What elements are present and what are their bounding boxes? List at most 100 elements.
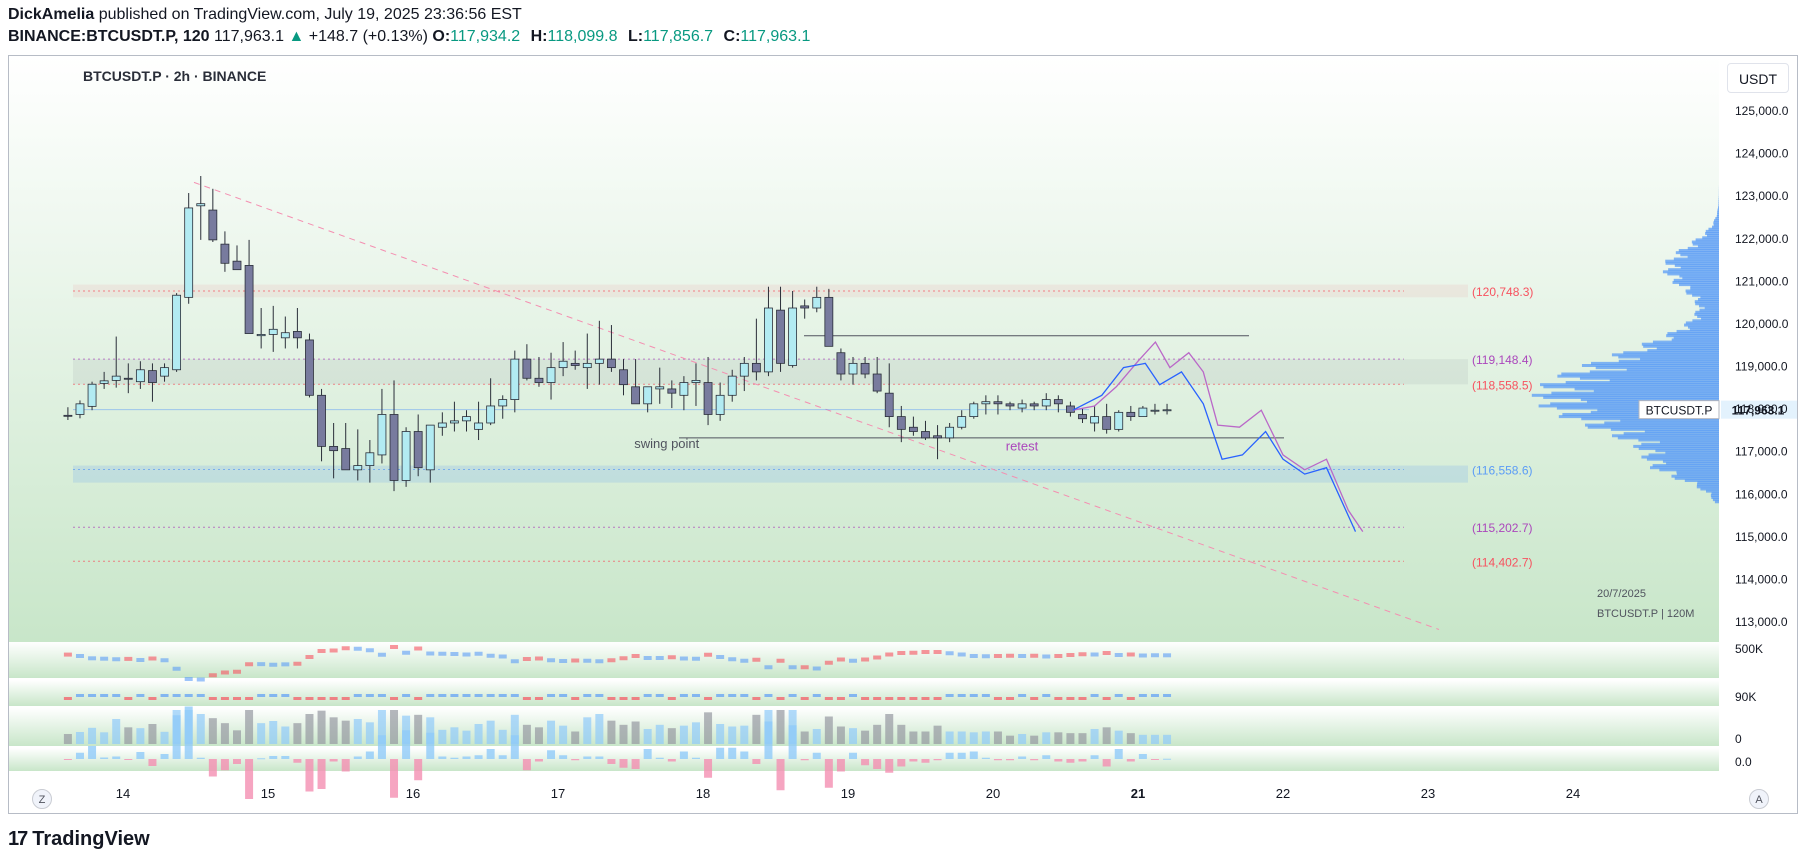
cvd-mark	[426, 651, 435, 656]
volume-bar	[208, 718, 217, 744]
delta-mark	[981, 694, 990, 697]
oscillator-bar	[691, 757, 700, 759]
profile-bar	[1618, 359, 1719, 363]
profile-bar	[1700, 295, 1719, 299]
volume-bar	[1102, 727, 1111, 744]
oscillator-bar	[728, 747, 737, 759]
cvd-mark	[583, 658, 592, 663]
delta-mark	[160, 694, 169, 697]
profile-bar	[1647, 349, 1719, 353]
volume-bar	[824, 716, 833, 744]
profile-bar	[1706, 489, 1719, 493]
currency-button[interactable]: USDT	[1727, 63, 1789, 93]
delta-mark	[1018, 694, 1027, 697]
price-tick-label: 116,000.0	[1735, 487, 1788, 501]
volume-bar	[510, 714, 519, 744]
delta-mark	[752, 697, 761, 700]
volume-bar	[148, 724, 157, 744]
delta-mark	[559, 694, 568, 697]
candle-body	[546, 367, 556, 383]
chart-frame[interactable]: (120,748.3) (119,148.4) (118,558.5) (116,55…	[8, 55, 1798, 814]
profile-bar	[1646, 457, 1719, 461]
volume-bar	[679, 725, 688, 744]
author-name[interactable]: DickAmelia	[8, 6, 95, 23]
candle-body	[1041, 399, 1051, 407]
candle-body	[1090, 416, 1099, 424]
delta-mark	[220, 697, 229, 700]
low-value: 117,856.7	[643, 28, 714, 45]
volume-bar	[691, 722, 700, 744]
tradingview-logo[interactable]: 17 TradingView	[8, 826, 150, 852]
profile-bar	[1672, 280, 1719, 284]
delta-mark	[232, 697, 241, 700]
current-symbol-label: BTCUSDT.P	[1646, 404, 1713, 418]
oscillator-bar	[293, 759, 302, 763]
zoom-button[interactable]: Z	[32, 789, 52, 809]
cvd-mark	[534, 656, 543, 661]
time-tick-label: 20	[986, 786, 1000, 801]
delta-mark	[897, 697, 906, 700]
candle-body	[341, 448, 351, 471]
time-axis[interactable]: 14 15 16 17 18 19 20 21 22 23 24	[116, 786, 1580, 801]
oscillator-bar	[993, 759, 1002, 761]
cvd-mark	[752, 657, 761, 662]
profile-bar	[1652, 464, 1719, 468]
volume-bar	[631, 721, 640, 744]
auto-scale-button[interactable]: A	[1749, 789, 1769, 809]
volume-bar	[160, 731, 169, 744]
profile-bar	[1579, 376, 1719, 380]
volume-bar	[921, 731, 930, 744]
volume-bar	[547, 720, 556, 744]
profile-caption: BTCUSDT.P | 120M	[1597, 608, 1694, 620]
profile-bar	[1591, 361, 1719, 365]
cvd-mark	[1006, 653, 1015, 658]
chart-legend[interactable]: BTCUSDT.P · 2h · BINANCE	[83, 68, 267, 84]
oscillator-bar	[329, 759, 338, 762]
delta-mark	[365, 694, 374, 697]
oscillator-bar	[752, 759, 761, 764]
delta-mark	[921, 697, 930, 700]
candle-body	[957, 416, 967, 428]
oscillator-bar	[172, 715, 181, 759]
profile-bar	[1694, 300, 1719, 304]
profile-bar	[1626, 368, 1719, 372]
candle-body	[123, 377, 133, 380]
price-axis[interactable]: 125,000.0 124,000.0 123,000.0 122,000.0 121,…	[1735, 104, 1789, 629]
profile-bar	[1543, 385, 1719, 389]
delta-mark	[329, 697, 338, 700]
oscillator-bar	[873, 759, 882, 769]
candle-body	[631, 386, 640, 405]
price-tick-label: 125,000.0	[1735, 104, 1789, 118]
cvd-mark	[776, 658, 785, 663]
oscillator-bar	[547, 750, 556, 759]
candle-body	[1053, 399, 1063, 405]
oscillator-bar	[957, 752, 966, 759]
current-symbol-tag	[1638, 400, 1720, 420]
candle-body	[872, 373, 882, 392]
volume-bar	[63, 734, 72, 744]
chart-canvas[interactable]: (120,748.3) (119,148.4) (118,558.5) (116,55…	[9, 56, 1797, 813]
volume-bar	[945, 731, 954, 744]
candle-body	[425, 424, 435, 471]
cvd-mark	[788, 665, 797, 670]
candle-body	[921, 431, 930, 439]
oscillator-bar	[1102, 759, 1111, 767]
profile-bar	[1611, 434, 1719, 438]
volume-bar	[800, 731, 809, 744]
close-value: 117,963.1	[740, 28, 811, 45]
cvd-mark	[317, 649, 326, 653]
profile-bar	[1540, 383, 1719, 387]
cvd-mark	[160, 658, 169, 663]
oscillator-bar	[655, 757, 664, 759]
delta-mark	[100, 694, 109, 697]
volume-bar	[667, 728, 676, 744]
profile-bar	[1687, 246, 1719, 250]
profile-bar	[1641, 342, 1719, 346]
candle-body	[1162, 409, 1172, 412]
symbol-name[interactable]: BINANCE:BTCUSDT.P, 120	[8, 28, 210, 45]
candle-body	[256, 334, 266, 337]
volume-bar	[245, 710, 254, 744]
delta-mark	[909, 697, 918, 700]
profile-bar	[1638, 447, 1719, 451]
delta-mark	[800, 697, 809, 700]
